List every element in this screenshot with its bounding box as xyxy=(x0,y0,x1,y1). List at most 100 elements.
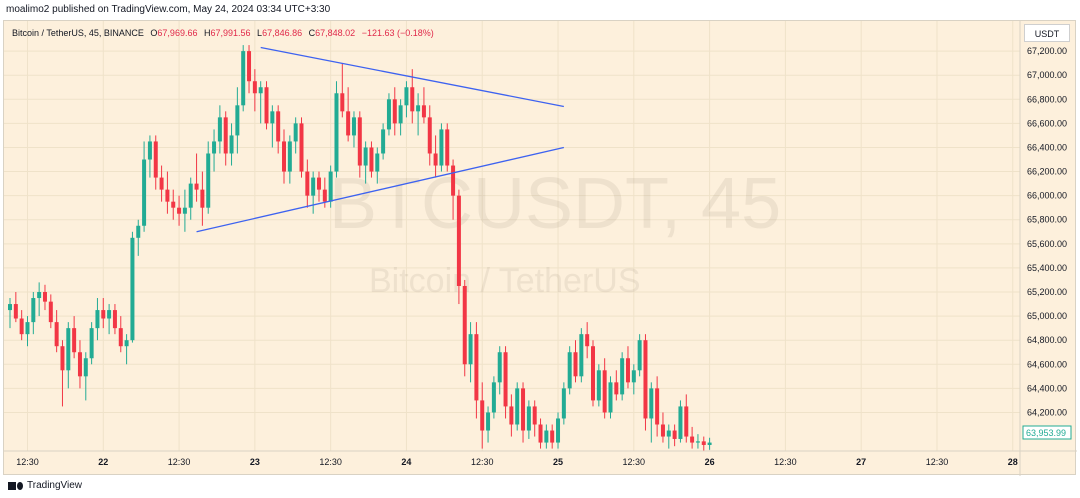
candle xyxy=(177,195,182,226)
candle-body xyxy=(684,406,689,437)
candle-body xyxy=(503,352,508,407)
candle xyxy=(31,292,36,335)
legend-low-label: L xyxy=(257,28,263,38)
candle xyxy=(544,424,549,449)
candle xyxy=(37,282,42,317)
time-tick-label: 12:30 xyxy=(16,457,39,467)
candle xyxy=(346,87,351,142)
price-tick-label: 67,200.00 xyxy=(1027,46,1067,56)
candle-body xyxy=(486,412,491,431)
candle-body xyxy=(631,370,636,383)
candle xyxy=(427,105,432,166)
candle xyxy=(357,111,362,178)
candle-body xyxy=(101,310,106,319)
symbol-legend[interactable]: Bitcoin / TetherUS, 45, BINANCE O67,969.… xyxy=(12,28,434,38)
candle-body xyxy=(264,87,269,124)
candle-body xyxy=(19,318,24,335)
candle xyxy=(136,219,141,256)
candle xyxy=(491,376,496,419)
candle-body xyxy=(165,189,170,202)
time-tick-label: 23 xyxy=(250,457,260,467)
published-caption: moalimo2 published on TradingView.com, M… xyxy=(6,4,331,15)
candle xyxy=(206,141,211,214)
candle xyxy=(468,322,473,383)
candle-body xyxy=(678,406,683,439)
price-tick-label: 66,000.00 xyxy=(1027,191,1067,201)
price-tick-label: 66,200.00 xyxy=(1027,167,1067,177)
candle xyxy=(526,400,531,439)
candle xyxy=(124,334,129,365)
candle-body xyxy=(206,153,211,208)
candle-body xyxy=(159,177,164,190)
candle xyxy=(573,340,578,383)
candle xyxy=(503,346,508,419)
candle xyxy=(421,87,426,124)
time-tick-label: 28 xyxy=(1008,457,1018,467)
price-scale[interactable]: 64,200.00 64,400.00 64,600.00 64,800.00 65,0… xyxy=(1027,46,1067,417)
candle xyxy=(72,316,77,359)
candle-body xyxy=(351,117,356,136)
candle-body xyxy=(532,406,537,425)
candle-body xyxy=(147,141,152,160)
legend-open-label: O xyxy=(150,28,158,38)
tradingview-logo-icon xyxy=(8,481,23,491)
candle xyxy=(112,304,117,335)
candle xyxy=(229,123,234,166)
price-tick-label: 65,000.00 xyxy=(1027,311,1067,321)
candle-body xyxy=(602,370,607,413)
candle-body xyxy=(83,358,88,377)
candle xyxy=(316,171,321,202)
time-tick-label: 12:30 xyxy=(168,457,191,467)
trendlines[interactable] xyxy=(196,46,564,233)
candle-body xyxy=(456,195,461,286)
candle xyxy=(707,437,712,450)
candle xyxy=(258,81,263,124)
candle-body xyxy=(305,171,310,196)
candle xyxy=(404,81,409,118)
candle xyxy=(118,316,123,353)
trendline-upper[interactable] xyxy=(260,46,564,108)
time-tick-label: 24 xyxy=(401,457,411,467)
candle-body xyxy=(188,183,193,208)
candle-body xyxy=(89,328,94,359)
candle xyxy=(270,105,275,148)
candle-body xyxy=(13,304,18,319)
candle xyxy=(19,310,24,341)
candle xyxy=(375,147,380,184)
candle xyxy=(247,45,252,94)
price-tick-label: 65,400.00 xyxy=(1027,263,1067,273)
candle xyxy=(159,165,164,202)
candle-body xyxy=(322,189,327,202)
candle-body xyxy=(550,430,555,443)
candle xyxy=(386,93,391,136)
candle-body xyxy=(37,292,42,299)
candle xyxy=(381,123,386,160)
candle-body xyxy=(649,388,654,419)
candle xyxy=(95,298,100,341)
candle-body xyxy=(282,141,287,172)
trendline-lower[interactable] xyxy=(196,146,564,233)
candle-body xyxy=(509,406,514,425)
tradingview-brand: TradingView xyxy=(27,480,83,491)
candle xyxy=(585,322,590,359)
chart-canvas[interactable]: BTCUSDT, 45 Bitcoin / TetherUS 64,200.00… xyxy=(4,21,1077,476)
candle-body xyxy=(427,117,432,154)
currency-button[interactable]: USDT xyxy=(1024,24,1070,42)
candle-body xyxy=(585,334,590,347)
legend-symbol[interactable]: Bitcoin / TetherUS, 45, BINANCE xyxy=(12,28,144,38)
candle-body xyxy=(596,370,601,401)
candle xyxy=(643,334,648,431)
candle-body xyxy=(328,171,333,202)
candle xyxy=(188,177,193,220)
candle-body xyxy=(66,328,71,371)
candle xyxy=(369,141,374,178)
candle xyxy=(182,189,187,232)
grid xyxy=(4,21,1020,451)
time-scale[interactable]: 12:30 22 12:30 23 12:30 24 12:30 25 12:30 26 12:30… xyxy=(16,457,1018,467)
price-tick-label: 67,000.00 xyxy=(1027,70,1067,80)
candle-body xyxy=(346,111,351,136)
chart-pane[interactable]: BTCUSDT, 45 Bitcoin / TetherUS 64,200.00… xyxy=(3,20,1077,476)
tradingview-footer[interactable]: TradingView xyxy=(8,480,82,491)
candle-body xyxy=(25,322,30,335)
candle xyxy=(538,418,543,449)
